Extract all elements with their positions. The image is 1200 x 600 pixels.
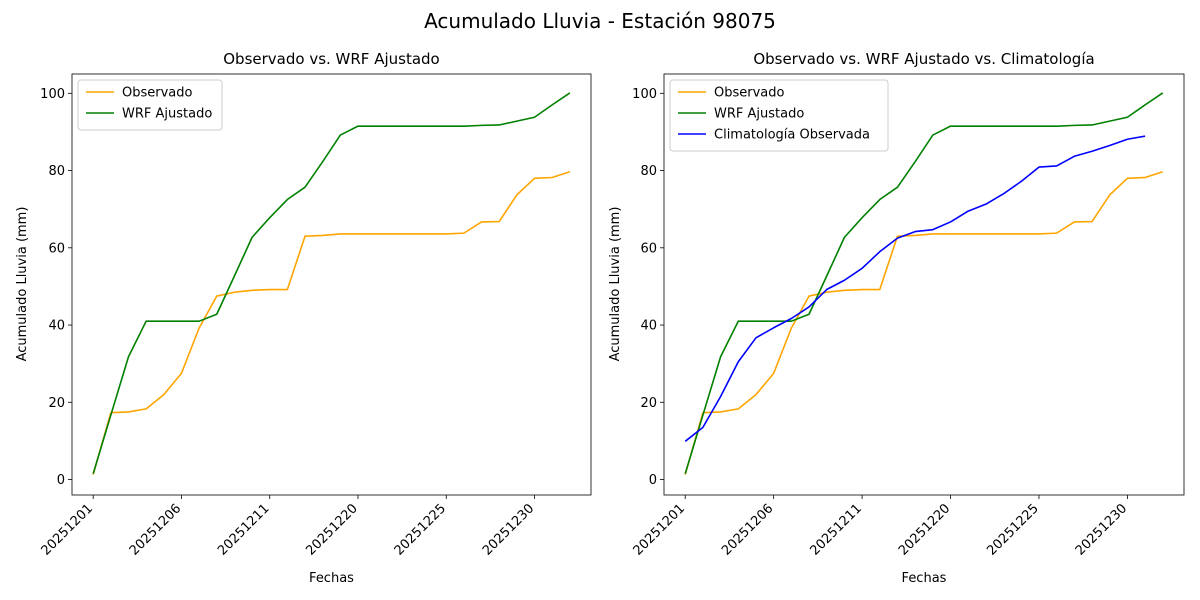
x-tick-label: 20251201 [39,501,96,558]
right-plot: Observado vs. WRF Ajustado vs. Climatolo… [608,50,1185,586]
left-x-axis-label: Fechas [309,571,354,586]
left-plot: Observado vs. WRF Ajustado Fechas Acumul… [15,50,592,586]
x-tick-label: 20251211 [808,501,865,558]
y-tick-label: 20 [48,396,65,411]
series-line-wrf-ajustado [684,92,1164,474]
y-tick-label: 80 [48,164,65,179]
x-tick-label: 20251206 [719,501,776,558]
y-tick-label: 100 [632,87,657,102]
y-tick-label: 40 [48,319,65,334]
x-tick-label: 20251206 [127,501,184,558]
series-line-observado [92,170,571,475]
y-tick-label: 0 [649,473,657,488]
legend-label: WRF Ajustado [714,107,804,122]
x-tick-label: 20251201 [631,501,688,558]
y-tick-label: 40 [640,319,657,334]
figure-title: Acumulado Lluvia - Estación 98075 [424,9,776,33]
plot-frame [663,73,1185,496]
right-x-axis-label: Fechas [902,571,947,586]
x-tick-label: 20251220 [896,501,953,558]
y-tick-label: 60 [48,241,65,256]
x-tick-label: 20251220 [303,501,360,558]
legend-label: Observado [122,86,193,101]
y-tick-label: 0 [57,473,65,488]
legend-label: Observado [714,86,785,101]
right-plot-title: Observado vs. WRF Ajustado vs. Climatolo… [753,50,1094,68]
legend-label: Climatología Observada [714,128,870,143]
y-tick-label: 100 [40,87,65,102]
x-tick-label: 20251230 [480,501,537,558]
plot-frame [71,73,592,496]
left-plot-title: Observado vs. WRF Ajustado [223,50,439,68]
series-line-observado [684,170,1164,475]
legend-box [669,79,889,152]
series-line-wrf-ajustado [92,92,571,474]
x-tick-label: 20251211 [215,501,272,558]
x-tick-label: 20251225 [984,501,1041,558]
y-tick-label: 20 [640,396,657,411]
x-tick-label: 20251225 [392,501,449,558]
y-tick-label: 60 [640,241,657,256]
right-y-axis-label: Acumulado Lluvia (mm) [608,207,623,362]
series-line-climatología-observada [684,135,1146,442]
x-tick-label: 20251230 [1073,501,1130,558]
left-y-axis-label: Acumulado Lluvia (mm) [15,207,30,362]
y-tick-label: 80 [640,164,657,179]
legend-label: WRF Ajustado [122,107,212,122]
